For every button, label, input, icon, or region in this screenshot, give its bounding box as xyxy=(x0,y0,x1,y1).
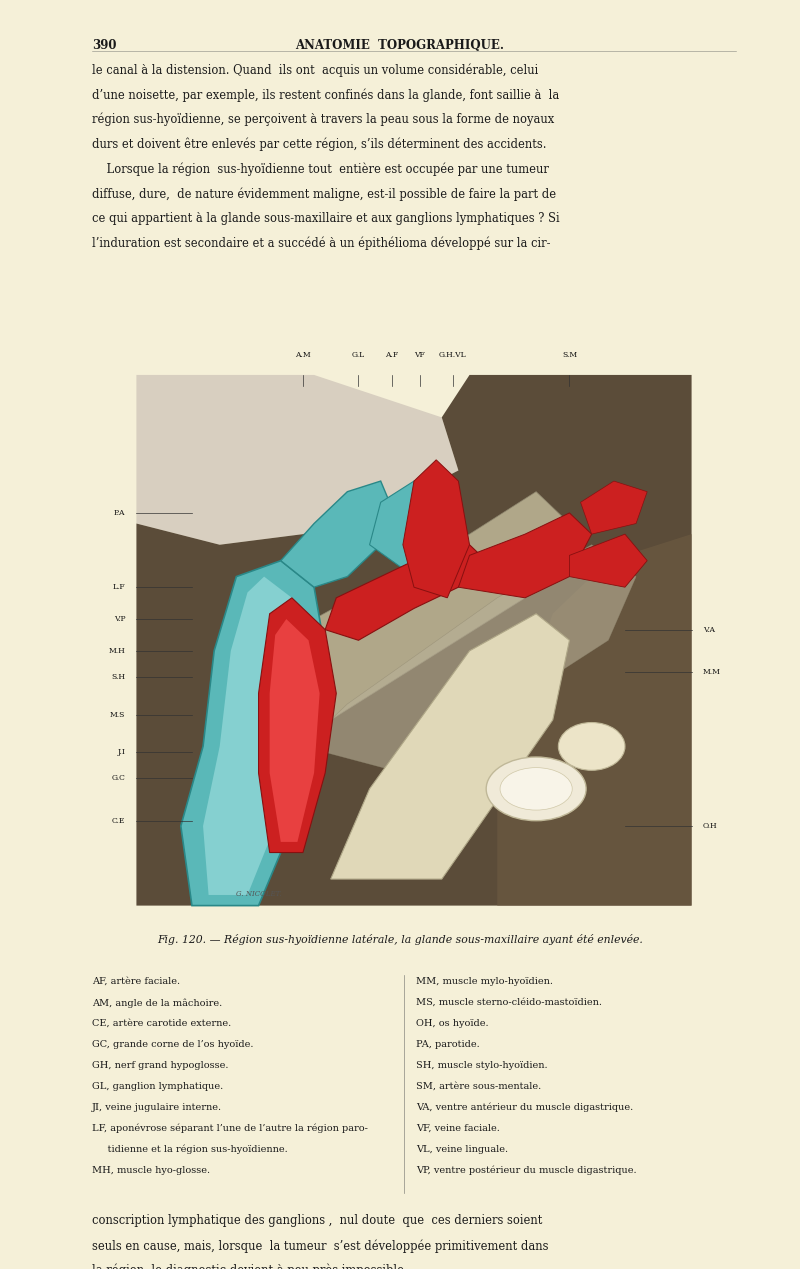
Text: O.H: O.H xyxy=(702,822,718,830)
Text: G.C: G.C xyxy=(111,774,126,782)
Text: G.H.VL: G.H.VL xyxy=(439,352,466,359)
Polygon shape xyxy=(570,534,647,588)
Text: A.F: A.F xyxy=(386,352,398,359)
Polygon shape xyxy=(370,481,458,576)
Text: JI, veine jugulaire interne.: JI, veine jugulaire interne. xyxy=(92,1103,222,1112)
Polygon shape xyxy=(330,614,570,879)
Polygon shape xyxy=(403,459,470,598)
Polygon shape xyxy=(270,619,320,841)
Text: MH, muscle hyo-glosse.: MH, muscle hyo-glosse. xyxy=(92,1165,210,1175)
Text: J.I: J.I xyxy=(118,747,126,756)
Text: M.S: M.S xyxy=(110,711,126,718)
Text: conscription lymphatique des ganglions ,  nul doute  que  ces derniers soient: conscription lymphatique des ganglions ,… xyxy=(92,1214,542,1227)
Text: AM, angle de la mâchoire.: AM, angle de la mâchoire. xyxy=(92,997,222,1008)
Text: G. NICOLET.: G. NICOLET. xyxy=(236,890,282,897)
Text: OH, os hyoïde.: OH, os hyoïde. xyxy=(416,1019,489,1028)
Text: l’induration est secondaire et a succédé à un épithélioma développé sur la cir-: l’induration est secondaire et a succédé… xyxy=(92,237,550,250)
Text: A.M: A.M xyxy=(295,352,310,359)
Polygon shape xyxy=(325,534,481,641)
Text: C.E: C.E xyxy=(112,817,126,825)
Text: VP, ventre postérieur du muscle digastrique.: VP, ventre postérieur du muscle digastri… xyxy=(416,1165,637,1175)
Polygon shape xyxy=(281,481,392,588)
Text: S.M: S.M xyxy=(562,352,577,359)
Text: GH, nerf grand hypoglosse.: GH, nerf grand hypoglosse. xyxy=(92,1061,229,1070)
Text: M.M: M.M xyxy=(702,667,721,676)
Polygon shape xyxy=(581,481,647,534)
Polygon shape xyxy=(247,491,581,720)
Text: VA, ventre antérieur du muscle digastrique.: VA, ventre antérieur du muscle digastriq… xyxy=(416,1103,634,1112)
Text: LF, aponévrose séparant l’une de l’autre la région paro-: LF, aponévrose séparant l’une de l’autre… xyxy=(92,1124,368,1133)
Text: V.A: V.A xyxy=(702,626,714,633)
Polygon shape xyxy=(303,544,636,773)
Text: S.H: S.H xyxy=(111,674,126,681)
Text: région sus-hyoïdienne, se perçoivent à travers la peau sous la forme de noyaux: région sus-hyoïdienne, se perçoivent à t… xyxy=(92,113,554,127)
Ellipse shape xyxy=(500,768,572,810)
Text: la région, le diagnostic devient à peu près impossible.: la région, le diagnostic devient à peu p… xyxy=(92,1264,408,1269)
Polygon shape xyxy=(137,374,458,544)
Text: V.P: V.P xyxy=(114,615,126,623)
Text: P.A: P.A xyxy=(114,509,126,516)
Text: AF, artère faciale.: AF, artère faciale. xyxy=(92,977,180,986)
Polygon shape xyxy=(137,374,691,906)
Text: Fig. 120. — Région sus-hyoïdienne latérale, la glande sous-maxillaire ayant été : Fig. 120. — Région sus-hyoïdienne latéra… xyxy=(157,934,643,945)
Text: G.L: G.L xyxy=(352,352,365,359)
Polygon shape xyxy=(458,513,592,598)
Text: PA, parotide.: PA, parotide. xyxy=(416,1041,480,1049)
Text: L.F: L.F xyxy=(113,584,126,591)
Text: ANATOMIE  TOPOGRAPHIQUE.: ANATOMIE TOPOGRAPHIQUE. xyxy=(295,39,505,52)
Polygon shape xyxy=(181,561,325,906)
Text: VL, veine linguale.: VL, veine linguale. xyxy=(416,1145,508,1154)
Text: tidienne et la région sus-hyoïdienne.: tidienne et la région sus-hyoïdienne. xyxy=(92,1145,288,1154)
Text: durs et doivent être enlevés par cette région, s’ils déterminent des accidents.: durs et doivent être enlevés par cette r… xyxy=(92,137,546,151)
Polygon shape xyxy=(498,534,691,906)
Polygon shape xyxy=(258,598,336,853)
Polygon shape xyxy=(203,576,303,895)
Text: Lorsque la région  sus-hyoïdienne tout  entière est occupée par une tumeur: Lorsque la région sus-hyoïdienne tout en… xyxy=(92,162,549,176)
Text: MS, muscle sterno-cléido-mastoïdien.: MS, muscle sterno-cléido-mastoïdien. xyxy=(416,997,602,1008)
Text: seuls en cause, mais, lorsque  la tumeur  s’est développée primitivement dans: seuls en cause, mais, lorsque la tumeur … xyxy=(92,1239,549,1253)
Text: le canal à la distension. Quand  ils ont  acquis un volume considérable, celui: le canal à la distension. Quand ils ont … xyxy=(92,63,538,77)
Text: GC, grande corne de l’os hyoïde.: GC, grande corne de l’os hyoïde. xyxy=(92,1041,254,1049)
Text: SM, artère sous-mentale.: SM, artère sous-mentale. xyxy=(416,1081,542,1091)
Text: MM, muscle mylo-hyoïdien.: MM, muscle mylo-hyoïdien. xyxy=(416,977,553,986)
Text: 390: 390 xyxy=(92,39,117,52)
Text: M.H: M.H xyxy=(109,647,126,655)
Text: VF, veine faciale.: VF, veine faciale. xyxy=(416,1124,500,1133)
Text: GL, ganglion lymphatique.: GL, ganglion lymphatique. xyxy=(92,1081,223,1091)
Text: CE, artère carotide externe.: CE, artère carotide externe. xyxy=(92,1019,231,1028)
Text: d’une noisette, par exemple, ils restent confinés dans la glande, font saillie à: d’une noisette, par exemple, ils restent… xyxy=(92,89,559,102)
Text: diffuse, dure,  de nature évidemment maligne, est-il possible de faire la part d: diffuse, dure, de nature évidemment mali… xyxy=(92,187,556,201)
Ellipse shape xyxy=(486,758,586,821)
Text: SH, muscle stylo-hyoïdien.: SH, muscle stylo-hyoïdien. xyxy=(416,1061,548,1070)
Text: ce qui appartient à la glande sous-maxillaire et aux ganglions lymphatiques ? Si: ce qui appartient à la glande sous-maxil… xyxy=(92,212,560,225)
Text: VF: VF xyxy=(414,352,425,359)
Ellipse shape xyxy=(558,722,625,770)
